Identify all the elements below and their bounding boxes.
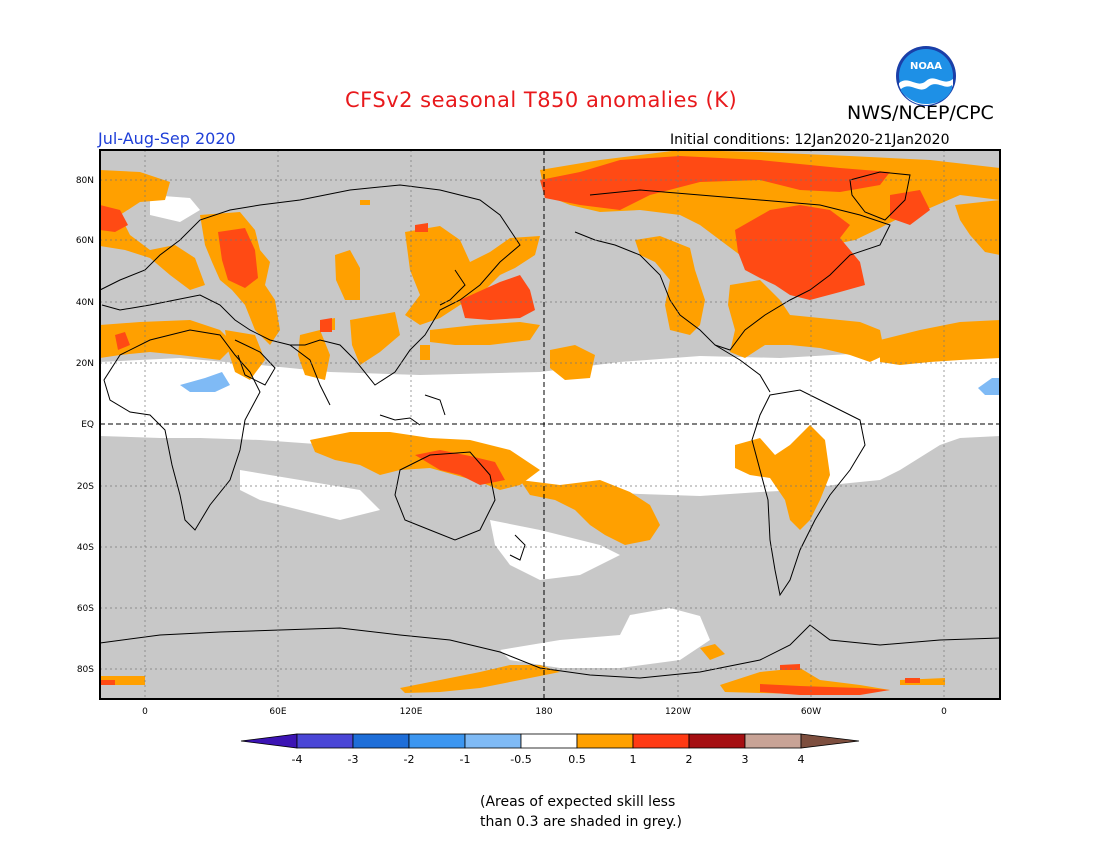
colorbar-low-arrow [240, 733, 298, 749]
antarctic-neutral [500, 608, 710, 668]
colorbar-bin [464, 733, 522, 749]
lon-label: 0 [142, 707, 148, 717]
footnote: (Areas of expected skill less than 0.3 a… [480, 792, 682, 832]
south-pacific-neutral [490, 520, 620, 580]
colorbar-tick: -1 [460, 753, 471, 766]
lat-label: 40S [77, 543, 94, 553]
lat-label: 20N [76, 359, 94, 369]
lat-label: 80N [76, 176, 94, 186]
south-indian-neutral [240, 470, 380, 520]
longitude-labels: 0 60E 120E 180 120W 60W 0 [142, 707, 947, 717]
map-panel [99, 149, 1001, 700]
agency-name: NWS/NCEP/CPC [847, 102, 994, 124]
colorbar-tick: -0.5 [510, 753, 531, 766]
footnote-line-2: than 0.3 are shaded in grey.) [480, 814, 683, 830]
colorbar-labels: -4 -3 -2 -1 -0.5 0.5 1 2 3 4 [292, 753, 805, 766]
map-title: CFSv2 seasonal T850 anomalies (K) [345, 88, 738, 112]
warm-anomaly-1-2 [100, 156, 930, 695]
colorbar-bin [632, 733, 690, 749]
graticule [100, 150, 1000, 699]
colorbar-bin [688, 733, 746, 749]
lat-label: 80S [77, 665, 94, 675]
footnote-line-1: (Areas of expected skill less [480, 794, 676, 810]
equator-dateline [100, 150, 1000, 699]
forecast-period: Jul-Aug-Sep 2020 [98, 129, 236, 148]
lat-label: 40N [76, 298, 94, 308]
colorbar-tick: 1 [630, 753, 637, 766]
lat-label: EQ [81, 420, 94, 430]
colorbar [240, 733, 860, 749]
lon-label: 120W [665, 707, 691, 717]
colorbar-tick: -4 [292, 753, 303, 766]
colorbar-bin [408, 733, 466, 749]
lat-label: 60S [77, 604, 94, 614]
colorbar-tick: -2 [404, 753, 415, 766]
colorbar-bin [352, 733, 410, 749]
colorbar-bin [744, 733, 802, 749]
lat-label: 20S [77, 482, 94, 492]
colorbar-tick: 4 [798, 753, 805, 766]
initial-conditions: Initial conditions: 12Jan2020-21Jan2020 [670, 132, 950, 148]
cool-anomaly-0.5-1 [180, 372, 1000, 395]
colorbar-tick: -3 [348, 753, 359, 766]
colorbar-bin [576, 733, 634, 749]
lat-label: 60N [76, 236, 94, 246]
lon-label: 60W [801, 707, 821, 717]
noaa-logo: NOAA [896, 46, 956, 106]
colorbar-high-arrow [800, 733, 860, 749]
colorbar-tick: 0.5 [568, 753, 586, 766]
lon-label: 120E [400, 707, 423, 717]
colorbar-bin [520, 733, 578, 749]
colorbar-tick: 3 [742, 753, 749, 766]
lon-label: 60E [269, 707, 286, 717]
logo-text: NOAA [910, 61, 942, 72]
colorbar-tick: 2 [686, 753, 693, 766]
map-frame [99, 149, 1001, 700]
colorbar-bin [296, 733, 354, 749]
lon-label: 180 [535, 707, 552, 717]
lon-label: 0 [941, 707, 947, 717]
arctic-neutral [150, 195, 200, 222]
latitude-labels: 80N 60N 40N 20N EQ 20S 40S 60S 80S [76, 176, 94, 675]
coastlines [99, 171, 1001, 679]
